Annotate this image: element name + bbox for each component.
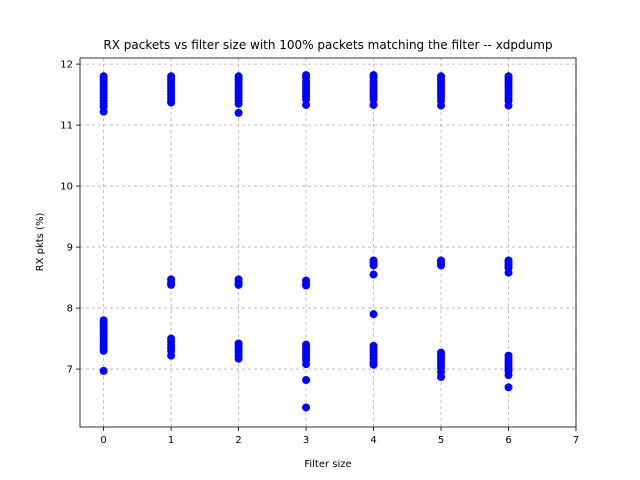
data-point <box>302 360 311 369</box>
x-axis-label: Filter size <box>304 459 351 470</box>
data-point <box>369 360 378 369</box>
x-tick-label: 1 <box>168 435 174 446</box>
y-tick-label: 9 <box>67 243 73 254</box>
data-point <box>302 403 311 412</box>
x-tick-label: 4 <box>370 435 376 446</box>
data-point <box>437 261 446 270</box>
x-tick-label: 6 <box>505 435 511 446</box>
data-point <box>302 376 311 385</box>
data-point <box>167 280 176 289</box>
plot-frame <box>79 57 577 428</box>
data-point <box>369 100 378 109</box>
data-point <box>302 95 311 104</box>
data-point <box>369 270 378 279</box>
data-point <box>234 99 243 108</box>
data-point <box>99 366 108 375</box>
y-axis-ticks: 7 8 9 10 11 12 <box>60 60 80 376</box>
y-tick-label: 12 <box>60 60 73 71</box>
data-point <box>167 351 176 360</box>
y-tick-label: 8 <box>67 304 73 315</box>
x-tick-label: 3 <box>303 435 309 446</box>
y-tick-label: 11 <box>60 121 73 132</box>
x-tick-label: 0 <box>100 435 106 446</box>
data-point <box>234 280 243 289</box>
data-point <box>369 261 378 270</box>
y-tick-label: 10 <box>60 182 73 193</box>
data-point <box>504 268 513 277</box>
data-point <box>99 107 108 116</box>
data-point <box>369 310 378 319</box>
y-tick-label: 7 <box>67 365 73 376</box>
data-point <box>167 98 176 107</box>
x-tick-label: 7 <box>573 435 579 446</box>
data-points <box>99 71 513 412</box>
data-point <box>504 383 513 392</box>
chart-title: RX packets vs filter size with 100% pack… <box>103 38 552 52</box>
data-point <box>437 372 446 381</box>
data-point <box>504 371 513 380</box>
data-point <box>99 346 108 355</box>
data-point <box>369 95 378 104</box>
data-point <box>302 100 311 109</box>
data-point <box>504 101 513 110</box>
x-tick-label: 2 <box>235 435 241 446</box>
data-point <box>437 101 446 110</box>
data-point <box>302 281 311 290</box>
data-point <box>234 108 243 117</box>
data-point <box>234 354 243 363</box>
x-tick-label: 5 <box>438 435 444 446</box>
x-axis-ticks: 0 1 2 3 4 5 6 7 <box>100 427 579 446</box>
y-axis-label: RX pkts (%) <box>35 213 46 272</box>
